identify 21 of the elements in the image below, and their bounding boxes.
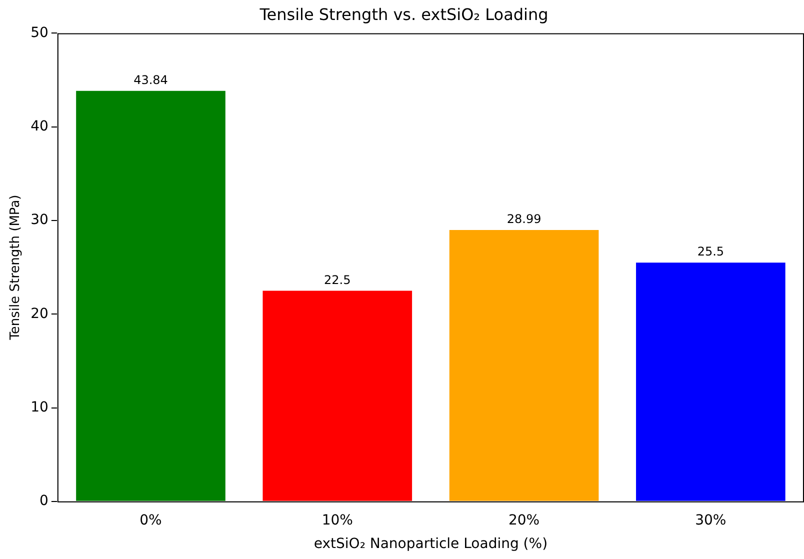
data-label: 22.5	[324, 272, 351, 287]
chart-title: Tensile Strength vs. extSiO₂ Loading	[258, 4, 548, 24]
x-tick-label: 10%	[322, 512, 353, 528]
x-tick-label: 0%	[140, 512, 162, 528]
data-label: 43.84	[134, 73, 168, 88]
y-tick-label: 20	[30, 306, 48, 322]
x-tick-label: 30%	[695, 512, 726, 528]
x-tick-label: 20%	[508, 512, 540, 528]
y-axis-title: Tensile Strength (MPa)	[8, 194, 24, 341]
bar	[449, 230, 599, 501]
y-tick-label: 50	[30, 24, 48, 41]
bar	[262, 290, 412, 501]
data-label: 28.99	[506, 212, 542, 226]
y-tick-label: 30	[30, 212, 48, 228]
data-label: 25.5	[697, 244, 724, 259]
y-tick-label: 0	[39, 493, 48, 510]
bar	[76, 90, 226, 501]
x-axis-title: extSiO₂ Nanoparticle Loading (%)	[314, 536, 548, 552]
bar	[636, 262, 786, 501]
y-tick-label: 40	[30, 118, 48, 134]
y-tick-label: 10	[30, 399, 48, 416]
